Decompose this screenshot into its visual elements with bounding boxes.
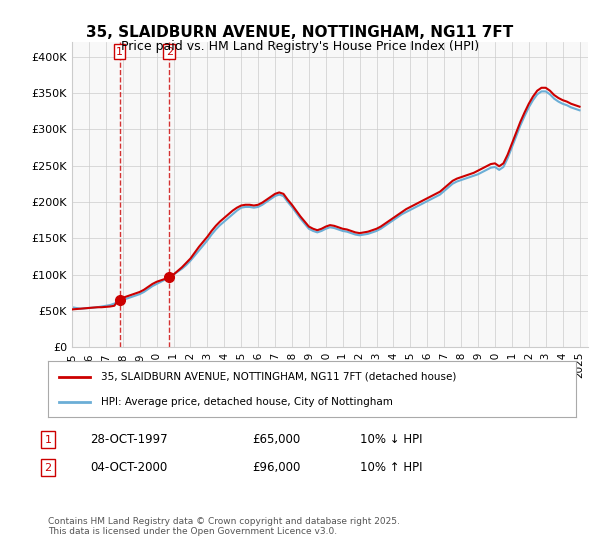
Text: 35, SLAIDBURN AVENUE, NOTTINGHAM, NG11 7FT: 35, SLAIDBURN AVENUE, NOTTINGHAM, NG11 7… [86,25,514,40]
35, SLAIDBURN AVENUE, NOTTINGHAM, NG11 7FT (detached house) [119,295,127,301]
35, SLAIDBURN AVENUE, NOTTINGHAM, NG11 7FT (detached house) [284,197,292,203]
Text: 10% ↑ HPI: 10% ↑ HPI [360,461,422,474]
Text: £65,000: £65,000 [252,433,300,446]
Text: 28-OCT-1997: 28-OCT-1997 [90,433,167,446]
35, SLAIDBURN AVENUE, NOTTINGHAM, NG11 7FT (detached house) [547,87,554,94]
HPI: Average price, detached house, City of Nottingham: (2.01e+03, 1.93e+05): Average price, detached house, City of N… [289,204,296,211]
Text: 2: 2 [166,46,173,57]
HPI: Average price, detached house, City of Nottingham: (2e+03, 6.7e+04): Average price, detached house, City of N… [124,295,131,302]
35, SLAIDBURN AVENUE, NOTTINGHAM, NG11 7FT (detached house) [538,85,545,91]
HPI: Average price, detached house, City of Nottingham: (2.02e+03, 1.95e+05): Average price, detached house, City of N… [415,202,422,209]
Text: Price paid vs. HM Land Registry's House Price Index (HPI): Price paid vs. HM Land Registry's House … [121,40,479,53]
Text: HPI: Average price, detached house, City of Nottingham: HPI: Average price, detached house, City… [101,396,392,407]
Text: 2: 2 [44,463,52,473]
Line: HPI: Average price, detached house, City of Nottingham: HPI: Average price, detached house, City… [72,91,580,309]
35, SLAIDBURN AVENUE, NOTTINGHAM, NG11 7FT (detached house) [386,217,393,224]
Text: 04-OCT-2000: 04-OCT-2000 [90,461,167,474]
35, SLAIDBURN AVENUE, NOTTINGHAM, NG11 7FT (detached house) [576,103,583,110]
HPI: Average price, detached house, City of Nottingham: (2e+03, 5.3e+04): Average price, detached house, City of N… [77,305,84,312]
35, SLAIDBURN AVENUE, NOTTINGHAM, NG11 7FT (detached house) [68,306,76,313]
Text: £96,000: £96,000 [252,461,301,474]
Line: 35, SLAIDBURN AVENUE, NOTTINGHAM, NG11 7FT (detached house): 35, SLAIDBURN AVENUE, NOTTINGHAM, NG11 7… [72,88,580,310]
HPI: Average price, detached house, City of Nottingham: (2e+03, 1.26e+05): Average price, detached house, City of N… [191,252,198,259]
HPI: Average price, detached house, City of Nottingham: (2e+03, 5.5e+04): Average price, detached house, City of N… [68,304,76,311]
35, SLAIDBURN AVENUE, NOTTINGHAM, NG11 7FT (detached house) [187,255,194,262]
HPI: Average price, detached house, City of Nottingham: (2.02e+03, 3.26e+05): Average price, detached house, City of N… [576,107,583,114]
HPI: Average price, detached house, City of Nottingham: (2.02e+03, 3.42e+05): Average price, detached house, City of N… [551,95,558,102]
Text: 10% ↓ HPI: 10% ↓ HPI [360,433,422,446]
HPI: Average price, detached house, City of Nottingham: (2.01e+03, 1.75e+05): Average price, detached house, City of N… [390,217,397,223]
HPI: Average price, detached house, City of Nottingham: (2.02e+03, 3.52e+05): Average price, detached house, City of N… [538,88,545,95]
Text: 1: 1 [44,435,52,445]
Text: 1: 1 [116,46,123,57]
Text: Contains HM Land Registry data © Crown copyright and database right 2025.
This d: Contains HM Land Registry data © Crown c… [48,517,400,536]
Text: 35, SLAIDBURN AVENUE, NOTTINGHAM, NG11 7FT (detached house): 35, SLAIDBURN AVENUE, NOTTINGHAM, NG11 7… [101,372,456,382]
35, SLAIDBURN AVENUE, NOTTINGHAM, NG11 7FT (detached house) [411,202,418,208]
